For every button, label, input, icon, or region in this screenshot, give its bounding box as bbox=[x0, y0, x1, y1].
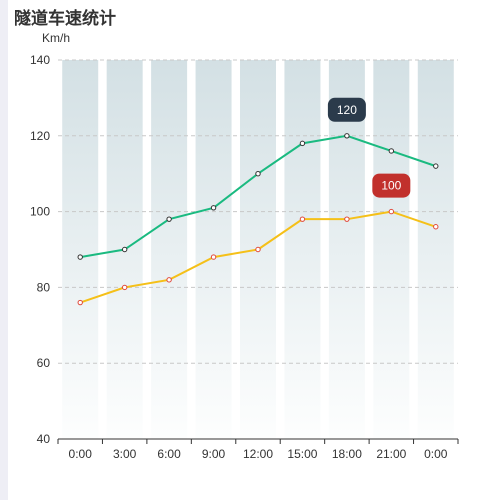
data-point bbox=[77, 299, 83, 306]
data-point bbox=[388, 208, 395, 215]
data-point bbox=[166, 216, 172, 222]
data-point bbox=[121, 284, 128, 291]
data-point bbox=[299, 140, 306, 147]
data-point bbox=[121, 246, 128, 253]
category-band bbox=[195, 60, 232, 439]
max-value-label: 100 bbox=[381, 179, 401, 193]
category-band bbox=[373, 60, 410, 439]
category-band bbox=[417, 60, 454, 439]
x-tick-label: 18:00 bbox=[332, 447, 362, 461]
data-point bbox=[433, 224, 439, 230]
y-tick-label: 80 bbox=[37, 280, 51, 294]
x-tick-label: 15:00 bbox=[287, 447, 317, 461]
x-tick-label: 0:00 bbox=[69, 447, 93, 461]
data-point bbox=[255, 171, 261, 177]
data-point bbox=[388, 148, 395, 154]
left-edge-strip bbox=[0, 0, 8, 500]
y-tick-label: 140 bbox=[30, 53, 50, 67]
data-point bbox=[210, 205, 217, 211]
y-tick-label: 120 bbox=[30, 129, 50, 143]
data-point bbox=[255, 246, 261, 253]
data-point bbox=[299, 216, 306, 222]
y-tick-label: 60 bbox=[37, 356, 51, 370]
category-band bbox=[62, 60, 99, 439]
data-point bbox=[77, 254, 83, 260]
x-tick-label: 21:00 bbox=[376, 447, 406, 461]
category-band bbox=[151, 60, 188, 439]
y-tick-label: 40 bbox=[37, 432, 51, 446]
y-axis-unit: Km/h bbox=[42, 31, 70, 45]
max-value-label: 120 bbox=[337, 103, 357, 117]
x-tick-label: 6:00 bbox=[157, 447, 181, 461]
x-tick-label: 3:00 bbox=[113, 447, 137, 461]
x-tick-label: 9:00 bbox=[202, 447, 226, 461]
max-value-bubble bbox=[372, 173, 411, 198]
data-point bbox=[344, 133, 350, 139]
x-tick-label: 0:00 bbox=[424, 447, 448, 461]
y-tick-label: 100 bbox=[30, 205, 50, 219]
data-point bbox=[210, 254, 217, 260]
data-point bbox=[344, 216, 350, 222]
chart-title: 隧道车速统计 bbox=[14, 9, 116, 29]
x-tick-label: 12:00 bbox=[243, 447, 273, 461]
data-point bbox=[166, 277, 172, 283]
category-band bbox=[328, 60, 365, 439]
category-band bbox=[284, 60, 321, 439]
data-point bbox=[433, 163, 439, 169]
max-value-bubble bbox=[327, 97, 366, 122]
